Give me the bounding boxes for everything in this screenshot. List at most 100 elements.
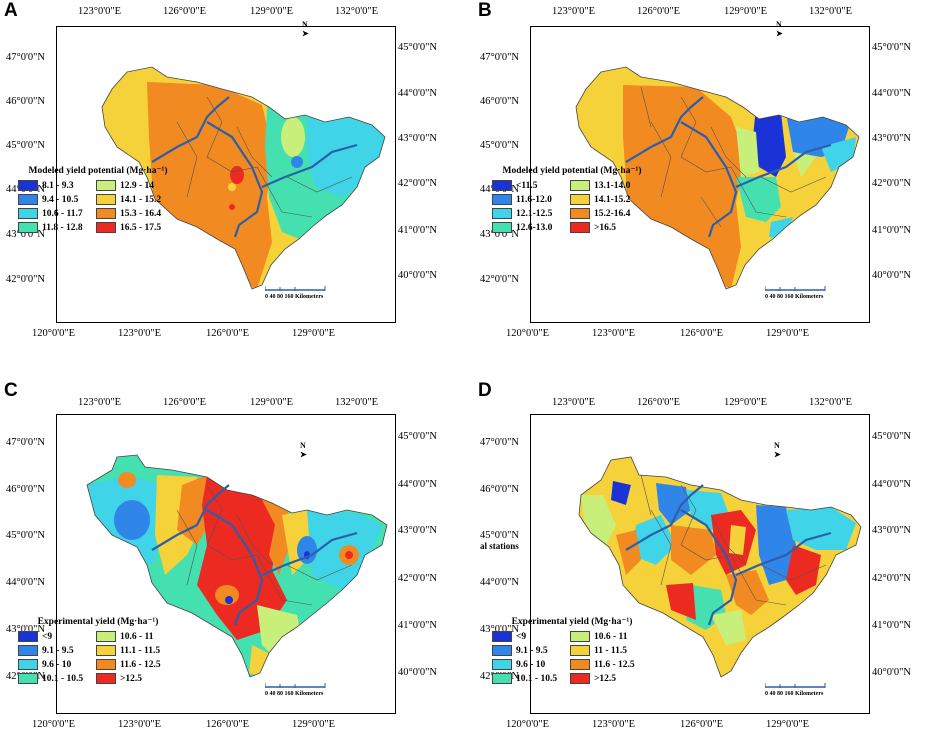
legend: Modeled yield potential (Mg·ha⁻¹) 8.1 - … xyxy=(18,166,178,233)
top-tick: 129°0'0"E xyxy=(250,6,294,17)
legend-item: >12.5 xyxy=(570,673,650,684)
right-tick: 45°0'0"N xyxy=(872,42,911,53)
panel-label: A xyxy=(4,0,18,21)
legend-title: Experimental yield (Mg·ha⁻¹) xyxy=(511,617,633,627)
left-tick: 46°0'0"N xyxy=(480,484,519,495)
river xyxy=(151,96,358,238)
legend-title: Experimental yield (Mg·ha⁻¹) xyxy=(37,617,159,627)
top-tick: 123°0'0"E xyxy=(552,6,596,17)
top-tick: 126°0'0"E xyxy=(163,397,207,408)
legend-title: Modeled yield potential (Mg·ha⁻¹) xyxy=(502,166,642,176)
legend-item: >12.5 xyxy=(96,673,176,684)
legend-item: 11.6 - 12.5 xyxy=(96,659,176,670)
north-arrow-icon: N ➤ xyxy=(776,20,783,38)
legend-item: 9.6 - 10 xyxy=(18,659,96,670)
region-outline xyxy=(575,66,860,290)
right-tick: 42°0'0"N xyxy=(398,178,437,189)
right-tick: 43°0'0"N xyxy=(398,525,437,536)
right-tick: 43°0'0"N xyxy=(872,525,911,536)
top-tick: 126°0'0"E xyxy=(163,6,207,17)
map-frame xyxy=(56,414,396,714)
legend-item: 11 - 11.5 xyxy=(570,645,650,656)
river xyxy=(625,484,832,626)
right-tick: 45°0'0"N xyxy=(398,42,437,53)
legend-title: Modeled yield potential (Mg·ha⁻¹) xyxy=(28,166,168,176)
left-tick: 43°0'0"N xyxy=(6,624,45,635)
map-canvas xyxy=(578,456,862,678)
map-canvas xyxy=(575,66,860,290)
left-tick: 47°0'0"N xyxy=(480,52,519,63)
right-tick: 44°0'0"N xyxy=(398,479,437,490)
legend: Experimental yield (Mg·ha⁻¹) <9 10.6 - 1… xyxy=(492,617,652,684)
left-tick: 43°0'0"N xyxy=(480,624,519,635)
river xyxy=(151,484,358,626)
left-tick: 46°0'0"N xyxy=(6,96,45,107)
bottom-tick: 120°0'0"E xyxy=(506,328,550,339)
scale-label: 0 40 80 160 Kilometers xyxy=(265,294,324,300)
zone-shading xyxy=(576,67,859,289)
left-tick: 44°0'0"N xyxy=(6,577,45,588)
legend-item: 9.1 - 9.5 xyxy=(18,645,96,656)
legend-item: 14.1-15.2 xyxy=(570,194,650,205)
bottom-tick: 120°0'0"E xyxy=(32,328,76,339)
right-tick: 40°0'0"N xyxy=(398,270,437,281)
bottom-tick: 129°0'0"E xyxy=(292,328,336,339)
region-outline xyxy=(578,456,862,678)
map-canvas xyxy=(101,66,386,290)
scale-bar: 0 40 80 160 Kilometers xyxy=(264,284,375,308)
bottom-tick: 126°0'0"E xyxy=(680,328,724,339)
top-tick: 132°0'0"E xyxy=(809,6,853,17)
legend-item: 13.1-14.0 xyxy=(570,180,650,191)
top-tick: 123°0'0"E xyxy=(78,6,122,17)
legend-item: <9 xyxy=(18,631,96,642)
river xyxy=(625,96,832,238)
top-tick: 126°0'0"E xyxy=(637,397,681,408)
zone-shading xyxy=(102,67,385,289)
top-tick: 129°0'0"E xyxy=(250,397,294,408)
legend: Experimental yield (Mg·ha⁻¹) <9 10.6 - 1… xyxy=(18,617,178,684)
legend-item: 12.1-12.5 xyxy=(492,208,570,219)
top-tick: 132°0'0"E xyxy=(809,397,853,408)
right-tick: 41°0'0"N xyxy=(398,620,437,631)
panel-c: C 123°0'0"E 126°0'0"E 129°0'0"E 132°0'0"… xyxy=(0,369,474,737)
top-tick: 132°0'0"E xyxy=(335,6,379,17)
panel-b: B 123°0'0"E 126°0'0"E 129°0'0"E 132°0'0"… xyxy=(474,0,948,368)
left-tick: 45°0'0"N xyxy=(480,140,519,151)
panel-label: D xyxy=(478,380,492,401)
left-tick: 46°0'0"N xyxy=(6,484,45,495)
panel-label: B xyxy=(478,0,492,21)
left-tick: 44°0'0"N xyxy=(480,577,519,588)
legend-item: 11.1 - 11.5 xyxy=(96,645,176,656)
bottom-tick: 129°0'0"E xyxy=(766,328,810,339)
right-tick: 41°0'0"N xyxy=(398,225,437,236)
bottom-tick: 123°0'0"E xyxy=(118,328,162,339)
clipped-label: al stations xyxy=(480,541,519,551)
legend-item: 15.2-16.4 xyxy=(570,208,650,219)
right-tick: 42°0'0"N xyxy=(872,573,911,584)
left-tick: 47°0'0"N xyxy=(6,437,45,448)
right-tick: 45°0'0"N xyxy=(398,431,437,442)
left-tick: 42°0'0"N xyxy=(6,274,45,285)
map-canvas xyxy=(86,454,388,678)
legend-item: 10.6 - 11 xyxy=(96,631,176,642)
legend-item: <11.5 xyxy=(492,180,570,191)
legend-item: 12.9 - 14 xyxy=(96,180,176,191)
map-frame xyxy=(56,26,396,323)
region-outline xyxy=(101,66,386,290)
legend-item: 8.1 - 9.3 xyxy=(18,180,96,191)
left-tick: 45°0'0"N xyxy=(480,530,519,541)
right-tick: 40°0'0"N xyxy=(398,667,437,678)
right-tick: 44°0'0"N xyxy=(872,88,911,99)
scale-label: 0 40 80 160 Kilometers xyxy=(265,691,324,697)
region-outline xyxy=(86,454,388,678)
legend-item: 12.6-13.0 xyxy=(492,222,570,233)
top-tick: 132°0'0"E xyxy=(335,397,379,408)
left-tick: 42°0'0"N xyxy=(480,274,519,285)
legend-item: 9.6 - 10 xyxy=(492,659,570,670)
bottom-tick: 126°0'0"E xyxy=(680,719,724,730)
legend-item: 11.8 - 12.8 xyxy=(18,222,96,233)
legend-item: 16.5 - 17.5 xyxy=(96,222,176,233)
top-tick: 129°0'0"E xyxy=(724,397,768,408)
legend: Modeled yield potential (Mg·ha⁻¹) <11.5 … xyxy=(492,166,652,233)
left-tick: 43°0'0"N xyxy=(480,229,519,240)
